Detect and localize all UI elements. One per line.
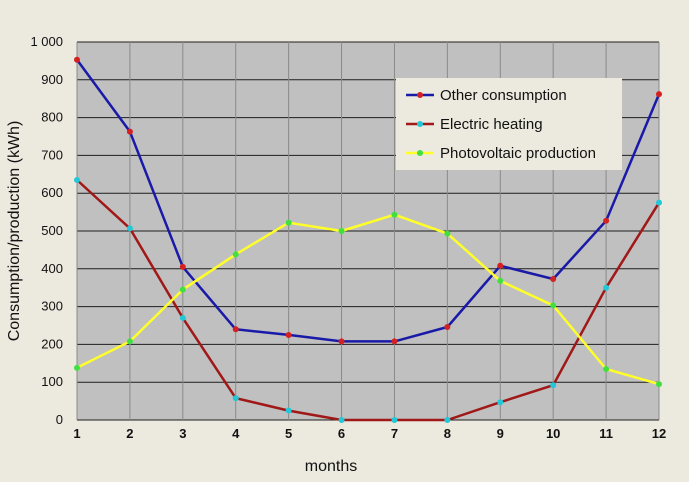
data-point bbox=[285, 407, 292, 414]
legend: Other consumption Electric heating Photovo… bbox=[396, 78, 622, 170]
series-group bbox=[74, 176, 662, 423]
data-point bbox=[285, 331, 292, 338]
x-tick-label: 9 bbox=[497, 426, 504, 441]
x-tick-label: 3 bbox=[179, 426, 186, 441]
data-point bbox=[338, 338, 345, 345]
grid bbox=[76, 41, 660, 421]
legend-label: Electric heating bbox=[440, 116, 543, 133]
legend-swatch-marker bbox=[417, 150, 423, 156]
x-tick-label: 4 bbox=[232, 426, 240, 441]
x-tick-label: 8 bbox=[444, 426, 451, 441]
data-point bbox=[444, 417, 451, 423]
data-point bbox=[391, 338, 398, 345]
x-tick-label: 12 bbox=[652, 426, 666, 441]
y-tick-label: 0 bbox=[56, 412, 63, 427]
data-point bbox=[126, 225, 133, 232]
y-tick-label: 700 bbox=[41, 147, 63, 162]
y-tick-label: 900 bbox=[41, 72, 63, 87]
data-point bbox=[232, 326, 239, 333]
data-point bbox=[497, 262, 504, 269]
data-point bbox=[338, 417, 345, 423]
data-point bbox=[444, 324, 451, 331]
y-tick-label: 1 000 bbox=[30, 34, 63, 49]
data-point bbox=[603, 217, 610, 224]
data-point bbox=[603, 284, 610, 291]
data-point bbox=[179, 314, 186, 321]
x-tick-label: 11 bbox=[599, 426, 613, 441]
series-line bbox=[75, 59, 661, 343]
legend-swatch-marker bbox=[417, 92, 423, 98]
series-line bbox=[76, 179, 661, 422]
series-group bbox=[74, 211, 662, 388]
data-point bbox=[126, 128, 133, 135]
data-point bbox=[74, 56, 80, 63]
x-tick-label: 2 bbox=[126, 426, 133, 441]
data-point bbox=[550, 382, 557, 389]
data-point bbox=[603, 365, 610, 372]
y-tick-label: 600 bbox=[41, 185, 63, 200]
x-tick-label: 10 bbox=[546, 426, 560, 441]
x-axis-label: months bbox=[305, 458, 357, 475]
y-tick-label: 300 bbox=[41, 299, 63, 314]
y-tick-label: 100 bbox=[41, 374, 63, 389]
legend-label: Photovoltaic production bbox=[440, 145, 596, 162]
y-axis-label: Consumption/production (kWh) bbox=[6, 121, 23, 342]
x-tick-label: 7 bbox=[391, 426, 398, 441]
data-point bbox=[656, 381, 662, 388]
data-point bbox=[179, 286, 186, 293]
data-point bbox=[74, 364, 80, 371]
data-point bbox=[232, 395, 239, 402]
y-tick-label: 200 bbox=[41, 336, 63, 351]
x-tick-label: 6 bbox=[338, 426, 345, 441]
data-point bbox=[550, 276, 557, 283]
data-point bbox=[232, 251, 239, 258]
data-point bbox=[656, 91, 662, 98]
legend-label: Other consumption bbox=[440, 87, 567, 104]
data-point bbox=[497, 277, 504, 284]
y-tick-label: 500 bbox=[41, 223, 63, 238]
data-point bbox=[550, 302, 557, 309]
legend-swatch-marker bbox=[417, 121, 423, 127]
data-point bbox=[391, 417, 398, 423]
data-point bbox=[74, 176, 80, 183]
series-line bbox=[76, 213, 660, 386]
data-point bbox=[338, 228, 345, 234]
data-point bbox=[179, 263, 186, 270]
data-point bbox=[497, 399, 504, 406]
data-point bbox=[126, 338, 133, 345]
x-tick-label: 5 bbox=[285, 426, 292, 441]
y-tick-label: 800 bbox=[41, 110, 63, 125]
y-tick-label: 400 bbox=[41, 261, 63, 276]
data-point bbox=[444, 230, 451, 237]
data-point bbox=[656, 199, 662, 206]
data-point bbox=[285, 219, 292, 226]
data-point bbox=[391, 211, 398, 218]
x-tick-label: 1 bbox=[73, 426, 80, 441]
series-group bbox=[74, 56, 662, 345]
series-layer bbox=[74, 56, 662, 423]
